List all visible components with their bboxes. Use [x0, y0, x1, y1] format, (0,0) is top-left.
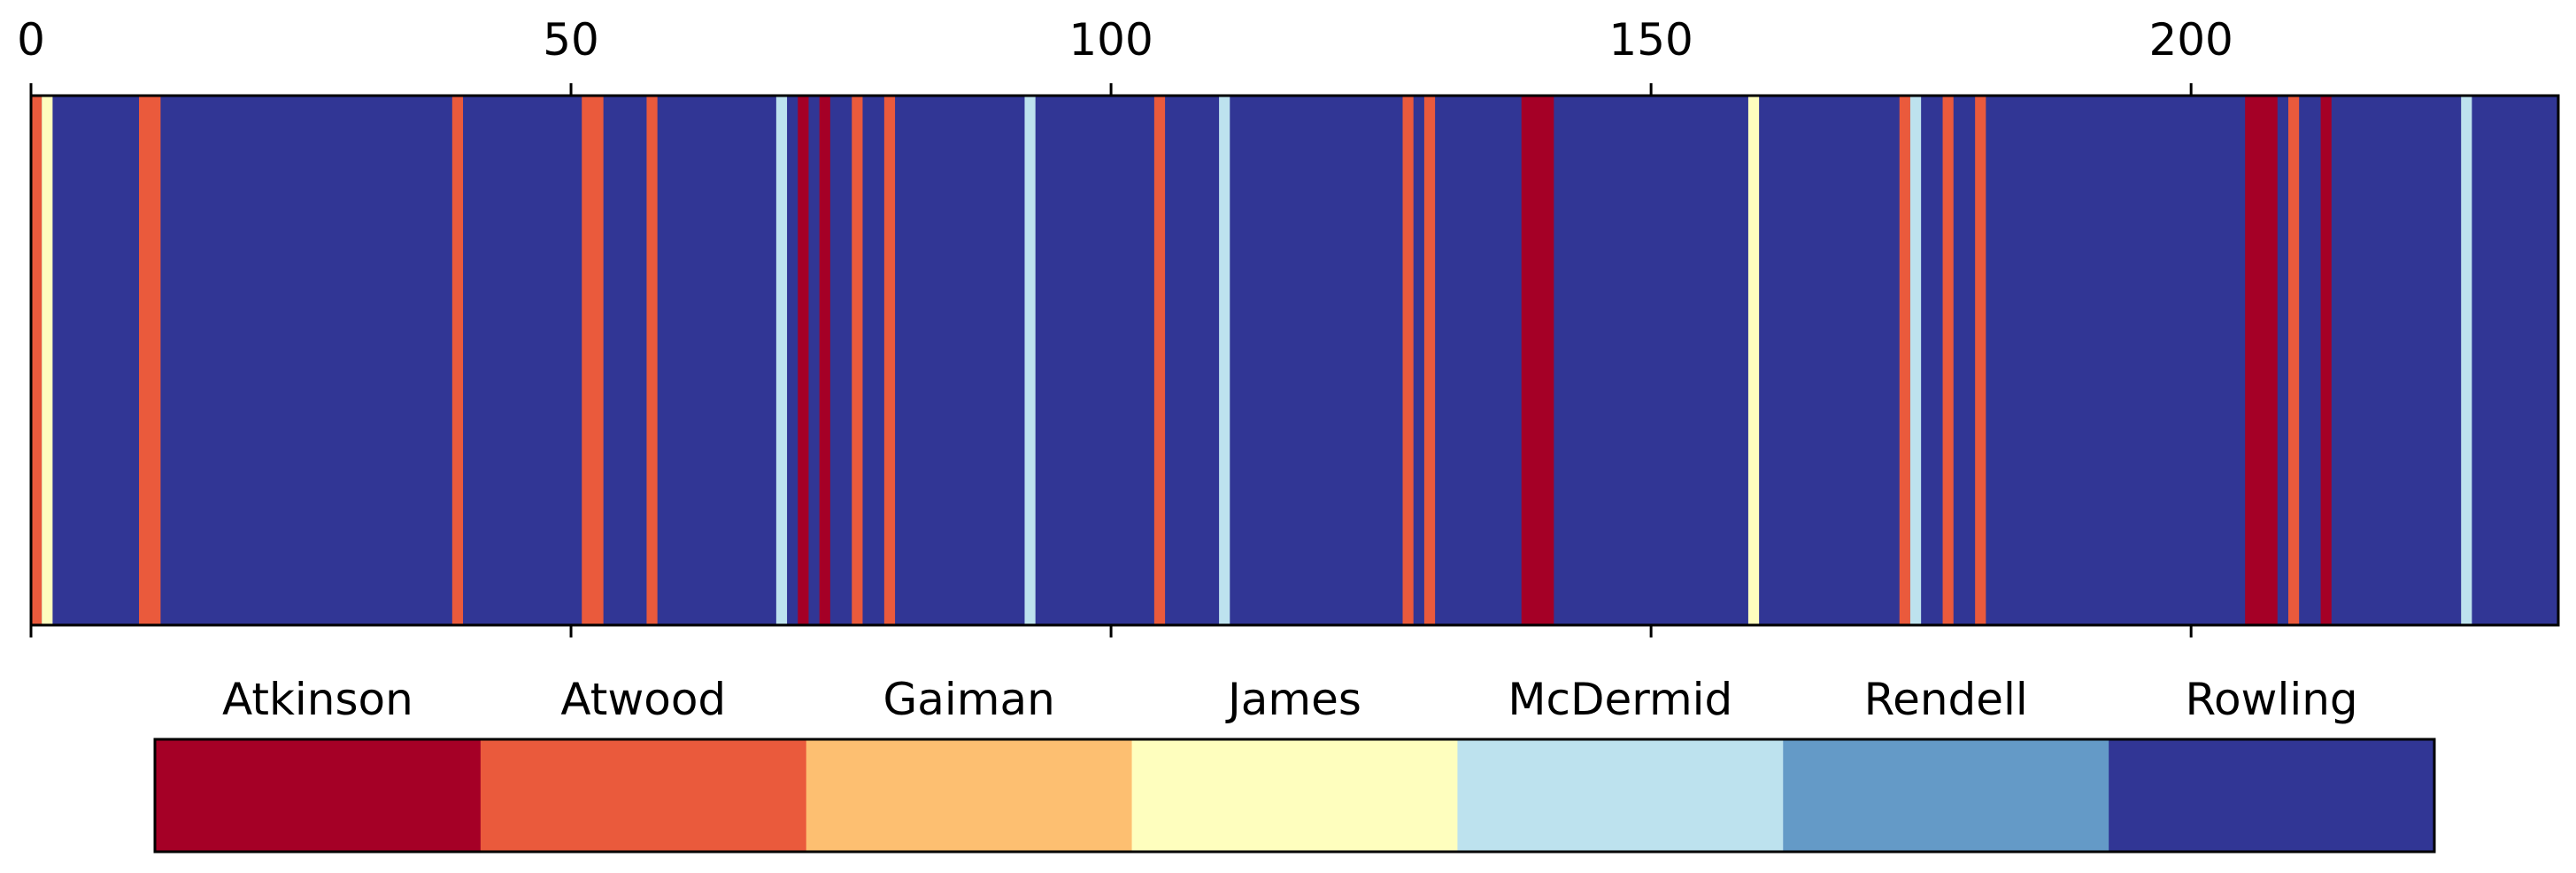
legend-label-rowling: Rowling — [2185, 674, 2357, 725]
x-tick-label-0: 0 — [17, 14, 45, 66]
heatmap-cell-mcdermid-13 — [1219, 96, 1230, 625]
heatmap-cell-atwood-21 — [1975, 96, 1986, 625]
x-axis: 0 50 100 150 200 — [17, 14, 2560, 637]
heatmap-cell-atwood-14 — [1402, 96, 1414, 625]
legend-label-atkinson: Atkinson — [222, 674, 413, 725]
heatmap-cell-atwood-9 — [852, 96, 863, 625]
heatmap-strip — [31, 96, 2558, 625]
legend-label-mcdermid: McDermid — [1508, 674, 1732, 725]
legend-label-rendell: Rendell — [1864, 674, 2028, 725]
heatmap-cell-atwood-2 — [139, 96, 161, 625]
legend-swatch-rowling — [2109, 739, 2435, 852]
heatmap-cell-atkinson-8 — [819, 96, 830, 625]
heatmap-background — [31, 96, 2558, 625]
x-tick-label-200: 200 — [2148, 14, 2233, 66]
heatmap-cell-mcdermid-11 — [1024, 96, 1036, 625]
heatmap-cell-atwood-12 — [1153, 96, 1166, 625]
legend-swatch-rendell — [1783, 739, 2109, 852]
heatmap-cell-atwood-4 — [582, 96, 604, 625]
heatmap-cell-atkinson-16 — [1521, 96, 1554, 625]
x-tick-label-100: 100 — [1068, 14, 1153, 66]
colorbar-legend: Atkinson Atwood Gaiman James McDermid Rendell… — [153, 674, 2436, 854]
heatmap-cell-atwood-20 — [1942, 96, 1954, 625]
legend-swatch-james — [1131, 739, 1458, 852]
legend-swatch-mcdermid — [1457, 739, 1784, 852]
heatmap-cell-james-17 — [1747, 96, 1760, 625]
legend-label-gaiman: Gaiman — [883, 674, 1054, 725]
heatmap-cell-atkinson-24 — [2320, 96, 2332, 625]
heatmap-cell-atwood-18 — [1899, 96, 1910, 625]
heatmap-cell-atwood-15 — [1423, 96, 1436, 625]
legend-swatch-atwood — [480, 739, 807, 852]
heatmap-cell-mcdermid-25 — [2461, 96, 2472, 625]
legend-swatch-gaiman — [806, 739, 1133, 852]
legend-swatch-atkinson — [155, 739, 482, 852]
x-tick-label-150: 150 — [1608, 14, 1693, 66]
heatmap-cell-atwood-0 — [31, 96, 42, 625]
plot-frame — [29, 94, 2560, 627]
heatmap-cell-atwood-3 — [451, 96, 464, 625]
legend-label-atwood: Atwood — [560, 674, 726, 725]
legend-frame — [153, 738, 2436, 854]
heatmap-cell-atwood-5 — [646, 96, 658, 625]
x-tick-label-50: 50 — [543, 14, 599, 66]
heatmap-cell-atwood-23 — [2287, 96, 2300, 625]
heatmap-cell-mcdermid-6 — [775, 96, 788, 625]
heatmap-cell-mcdermid-19 — [1909, 96, 1922, 625]
heatmap-cell-atkinson-7 — [798, 96, 809, 625]
heatmap-cell-atwood-10 — [883, 96, 896, 625]
heatmap-cell-atkinson-22 — [2245, 96, 2278, 625]
heatmap-cell-james-1 — [42, 96, 53, 625]
legend-label-james: James — [1225, 674, 1361, 725]
